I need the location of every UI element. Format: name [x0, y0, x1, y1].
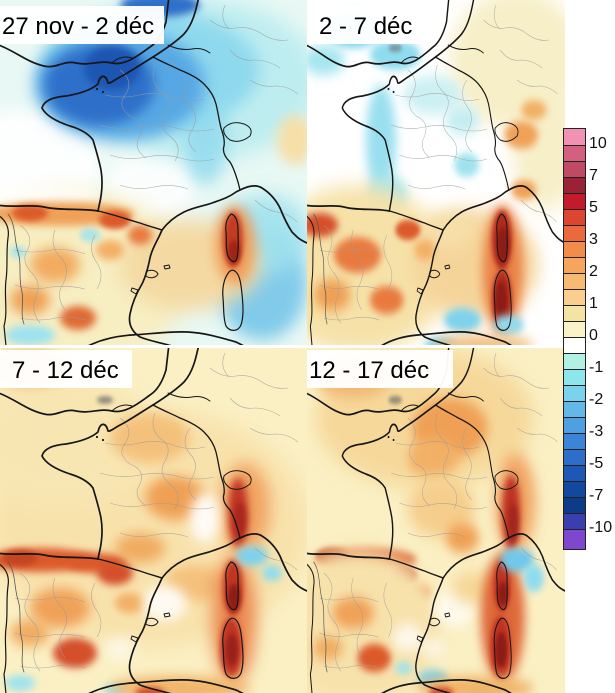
- map-label-week2: 2 - 7 déc: [319, 13, 412, 40]
- colorbar-band: [564, 193, 585, 209]
- colorbar-band: [564, 129, 585, 145]
- map-label-box: [307, 6, 425, 44]
- map-panel-week2: 2 - 7 déc: [307, 0, 565, 345]
- tick-7: 7: [589, 167, 598, 184]
- colorbar-band: [564, 177, 585, 193]
- tick-m2: -2: [589, 391, 604, 408]
- colorbar-band: [564, 145, 585, 161]
- tick-2: 2: [589, 263, 598, 280]
- tick-1: 1: [589, 295, 598, 312]
- colorbar-band: [564, 257, 585, 273]
- colorbar-band: [564, 481, 585, 497]
- map-panel-week4: 12 - 17 déc: [307, 348, 565, 693]
- colorbar-band: [564, 161, 585, 177]
- tick-5: 5: [589, 199, 598, 216]
- temperature-anomaly-colorbar: [563, 128, 586, 550]
- map-label-week1: 27 nov - 2 déc: [2, 13, 154, 40]
- colorbar-band: [564, 321, 585, 337]
- map-panel-week1: 27 nov - 2 déc: [0, 0, 307, 345]
- colorbar-band: [564, 369, 585, 385]
- colorbar-band: [564, 225, 585, 241]
- tick-3: 3: [589, 231, 598, 248]
- colorbar-band: [564, 497, 585, 513]
- tick-m3: -3: [589, 423, 604, 440]
- colorbar-band: [564, 401, 585, 417]
- tick-m7: -7: [589, 487, 604, 504]
- colorbar-band: [564, 273, 585, 289]
- map-label-box: [307, 350, 453, 388]
- colorbar-band: [564, 209, 585, 225]
- colorbar-band: [564, 353, 585, 369]
- colorbar-band: [564, 289, 585, 305]
- map-label-week3: 7 - 12 déc: [12, 357, 119, 384]
- colorbar-band: [564, 433, 585, 449]
- colorbar-band: [564, 465, 585, 481]
- tick-10: 10: [589, 135, 607, 152]
- colorbar-band: [564, 241, 585, 257]
- map-panel-week3: 7 - 12 déc: [0, 348, 307, 693]
- colorbar-band: [564, 337, 585, 353]
- colorbar-band: [564, 385, 585, 401]
- tick-0: 0: [589, 327, 598, 344]
- colorbar-band: [564, 529, 585, 549]
- colorbar-band: [564, 417, 585, 433]
- tick-m10: -10: [589, 519, 613, 536]
- tick-m5: -5: [589, 455, 604, 472]
- colorbar-band: [564, 513, 585, 529]
- map-label-box: [0, 350, 132, 388]
- map-label-box: [0, 6, 164, 44]
- colorbar-band: [564, 449, 585, 465]
- map-label-week4: 12 - 17 déc: [309, 357, 429, 384]
- tick-m1: -1: [589, 359, 604, 376]
- colorbar-band: [564, 305, 585, 321]
- colorbar-tick-labels: 10 7 5 3 2 1 0 -1 -2 -3 -5 -7 -10: [589, 128, 615, 548]
